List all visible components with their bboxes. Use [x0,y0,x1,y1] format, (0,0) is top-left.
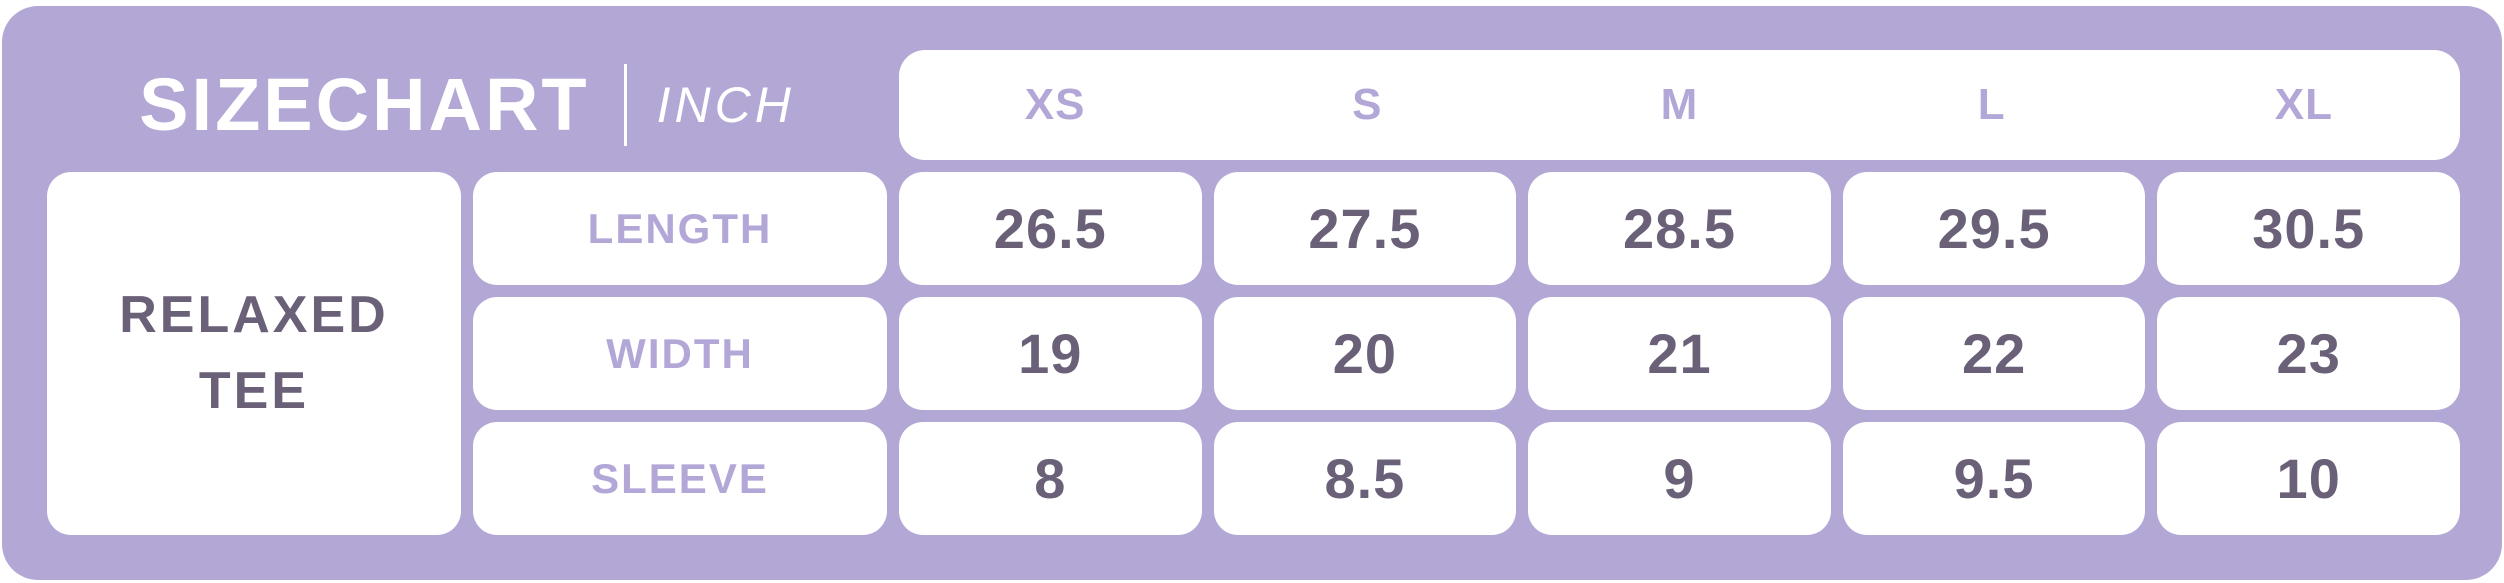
size-header-xl: XL [2274,80,2334,129]
cell-length-s: 27.5 [1213,172,1517,285]
cell-sleeve-xl: 10 [2157,422,2460,535]
size-header-row: XS S M L XL [899,50,2460,160]
cell-width-s: 20 [1213,297,1517,410]
size-chart-grid: SIZECHART INCH XS S M L XL RELAXED TEE L… [47,50,2460,535]
cell-length-l: 29.5 [1842,172,2146,285]
cell-width-xl: 23 [2157,297,2460,410]
cell-sleeve-m: 9 [1528,422,1831,535]
chart-title-area: SIZECHART INCH [47,50,887,160]
row-label-sleeve: SLEEVE [473,422,887,535]
chart-title: SIZECHART [139,63,590,146]
cell-sleeve-xs: 8 [899,422,1202,535]
cell-width-m: 21 [1528,297,1831,410]
cell-sleeve-l: 9.5 [1842,422,2146,535]
size-header-l: L [1977,80,2006,129]
cell-width-xs: 19 [899,297,1202,410]
size-header-xs: XS [1024,80,1086,129]
size-header-s: S [1352,80,1383,129]
product-name-cell: RELAXED TEE [47,172,461,535]
cell-length-xs: 26.5 [899,172,1202,285]
cell-length-m: 28.5 [1528,172,1831,285]
unit-label: INCH [656,77,795,133]
size-header-m: M [1660,80,1699,129]
row-label-length: LENGTH [473,172,887,285]
row-label-width: WIDTH [473,297,887,410]
title-divider [623,64,627,146]
size-chart-panel: SIZECHART INCH XS S M L XL RELAXED TEE L… [2,6,2502,580]
cell-length-xl: 30.5 [2157,172,2460,285]
cell-sleeve-s: 8.5 [1213,422,1517,535]
cell-width-l: 22 [1842,297,2146,410]
